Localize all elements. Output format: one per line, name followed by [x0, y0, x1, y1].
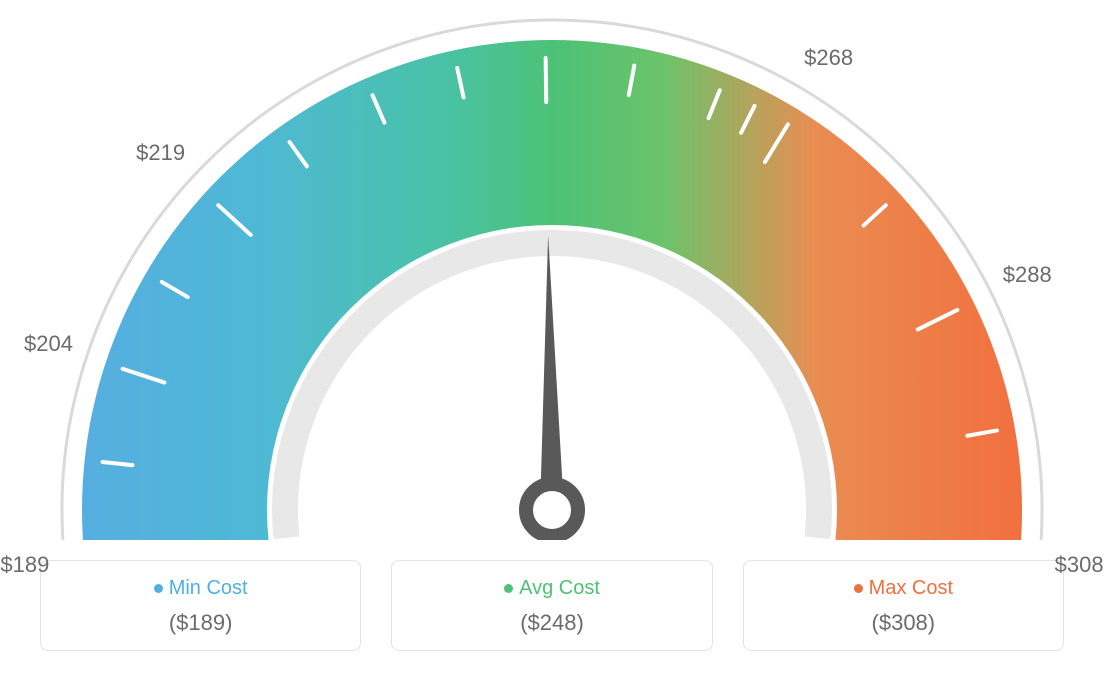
legend-title-max: Max Cost [754, 577, 1053, 600]
legend-value-min: ($189) [51, 610, 350, 636]
legend-label: Avg Cost [519, 577, 600, 599]
gauge-tick-label: $308 [1055, 552, 1104, 578]
cost-gauge: $189$204$219$248$268$288$308 [0, 0, 1104, 540]
legend-card-min: Min Cost ($189) [40, 560, 361, 651]
legend-row: Min Cost ($189) Avg Cost ($248) Max Cost… [0, 560, 1104, 651]
legend-card-max: Max Cost ($308) [743, 560, 1064, 651]
gauge-tick-label: $268 [804, 45, 853, 71]
gauge-tick-label: $204 [24, 331, 73, 357]
legend-title-min: Min Cost [51, 577, 350, 600]
dot-icon [504, 584, 513, 593]
legend-card-avg: Avg Cost ($248) [391, 560, 712, 651]
legend-title-avg: Avg Cost [402, 577, 701, 600]
dot-icon [154, 584, 163, 593]
legend-label: Min Cost [169, 577, 248, 599]
legend-label: Max Cost [869, 577, 953, 599]
gauge-tick-label: $189 [0, 552, 49, 578]
legend-value-max: ($308) [754, 610, 1053, 636]
gauge-tick-label: $219 [136, 140, 185, 166]
gauge-svg [0, 0, 1104, 540]
gauge-tick-label: $288 [1003, 262, 1052, 288]
dot-icon [854, 584, 863, 593]
legend-value-avg: ($248) [402, 610, 701, 636]
